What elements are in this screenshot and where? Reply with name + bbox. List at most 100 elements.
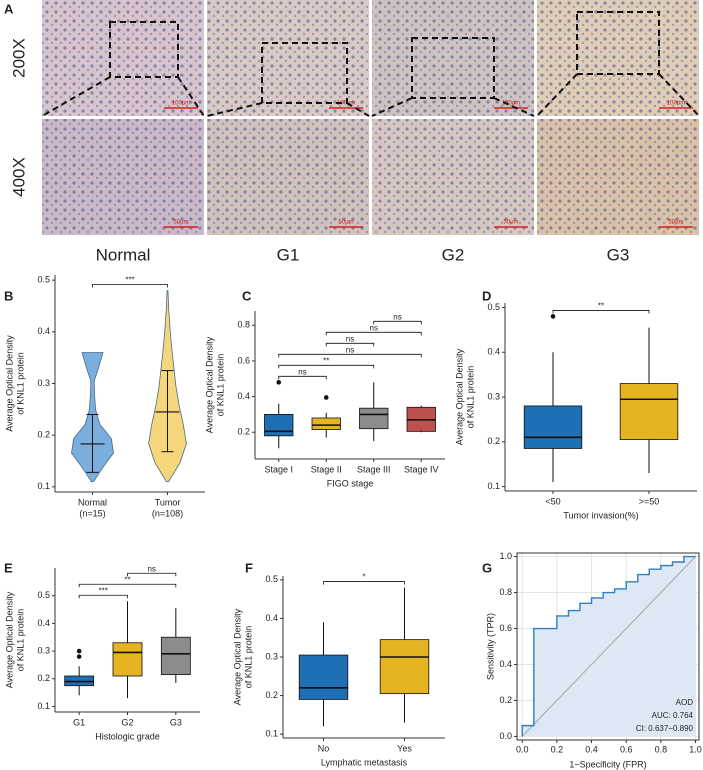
plot-frame: [516, 552, 700, 741]
micrograph-texture: [207, 0, 369, 116]
significance-bracket: [127, 572, 177, 577]
y-tick-label: 0.8: [237, 320, 250, 330]
outlier: [76, 648, 82, 654]
panel-label: A: [4, 1, 14, 16]
x-tick-count: (n=108): [152, 508, 183, 518]
y-tick-label: 0.2: [499, 695, 512, 705]
scale-bar-label: 100μm: [502, 101, 520, 107]
x-tick-label: G1: [73, 717, 85, 727]
group-label: G1: [277, 245, 300, 264]
x-axis-label: FIGO stage: [327, 478, 374, 488]
x-axis-label: Lymphatic metastasis: [321, 757, 408, 767]
zoom-line: [493, 97, 535, 117]
outlier: [276, 380, 282, 385]
box: [112, 642, 143, 677]
significance-bracket: [325, 342, 375, 347]
magnification-label: 200X: [9, 38, 28, 78]
x-tick-label: 0.6: [620, 744, 633, 754]
x-axis-label: Histologic grade: [95, 731, 160, 741]
y-tick-label: 0.1: [37, 701, 50, 711]
significance-bracket: [373, 320, 422, 325]
box: [264, 414, 294, 437]
scale-bar-label: 50μm: [668, 220, 683, 226]
x-tick-label: Tumor: [155, 497, 181, 507]
y-tick-label: 0.6: [237, 355, 250, 365]
y-axis-label: Sensitivity (TPR): [485, 613, 495, 680]
group-label: G3: [607, 245, 630, 264]
y-tick-label: 0.2: [237, 427, 250, 437]
zoom-line: [346, 102, 370, 117]
significance-label: ***: [125, 276, 134, 285]
y-tick-label: 0.2: [37, 430, 50, 440]
magnification-label: 400X: [9, 157, 28, 197]
y-axis-label: Average Optical Density: [232, 608, 242, 705]
micrograph-texture: [207, 119, 369, 235]
significance-label: **: [323, 356, 329, 365]
x-axis-label: 1−Specificity (FPR): [569, 759, 646, 769]
micrograph-texture: [372, 0, 534, 116]
x-tick-label: Yes: [397, 743, 412, 753]
y-tick-label: 0.1: [487, 481, 500, 491]
significance-label: ns: [346, 345, 354, 354]
significance-label: **: [124, 575, 130, 584]
x-tick-label: <50: [545, 496, 560, 506]
panel-label: B: [4, 288, 13, 303]
significance-label: ns: [346, 334, 354, 343]
y-axis-label: of KNL1 protein: [15, 609, 25, 672]
x-tick-label: 0.8: [655, 744, 668, 754]
y-tick-label: 0.3: [265, 651, 278, 661]
y-tick-label: 0.5: [37, 590, 50, 600]
box: [160, 636, 191, 676]
micrograph-texture: [372, 119, 534, 235]
micrograph-texture: [42, 119, 204, 235]
significance-bracket: [278, 364, 375, 369]
significance-bracket: [552, 310, 650, 314]
y-tick-label: 0.5: [37, 275, 50, 285]
significance-bracket: [78, 594, 128, 599]
x-tick-label: Stage I: [264, 464, 293, 474]
zoom-line: [177, 76, 205, 117]
zoom-box: [261, 42, 348, 104]
y-tick-label: 0.6: [499, 623, 512, 633]
x-tick-label: 0.0: [516, 744, 529, 754]
panel-label: D: [482, 288, 491, 303]
micrograph-texture: [42, 0, 204, 116]
y-tick-label: 0.2: [37, 673, 50, 683]
significance-label: ns: [370, 323, 378, 332]
y-tick-label: 0.8: [499, 587, 512, 597]
scale-bar-label: 50μm: [338, 220, 353, 226]
zoom-box: [109, 21, 179, 78]
significance-bracket: [92, 284, 168, 288]
panel-label: E: [4, 560, 13, 575]
x-tick-label: G2: [121, 717, 133, 727]
group-label: G2: [442, 245, 465, 264]
legend-text: AUC: 0.764: [652, 711, 694, 720]
significance-label: ns: [147, 564, 155, 573]
x-tick-label: >=50: [639, 496, 660, 506]
y-tick-label: 0.0: [499, 731, 512, 741]
y-tick-label: 0.2: [265, 690, 278, 700]
y-axis-label: Average Optical Density: [454, 348, 464, 445]
scale-bar-label: 50μm: [503, 220, 518, 226]
y-axis-label: of KNL1 protein: [243, 626, 253, 689]
x-axis-label: Tumor invasion(%): [563, 510, 638, 520]
reference-diagonal: [521, 556, 696, 737]
x-tick-label: Stage III: [357, 464, 391, 474]
scale-bar-label: 50μm: [173, 220, 188, 226]
scale-bar-label: 100μm: [172, 101, 190, 107]
y-tick-label: 0.4: [265, 613, 278, 623]
legend-text: AOD: [676, 698, 694, 707]
zoom-line: [41, 76, 111, 117]
y-tick-label: 1.0: [499, 551, 512, 561]
y-tick-label: 0.4: [237, 391, 250, 401]
box: [523, 405, 583, 449]
y-tick-label: 0.4: [37, 618, 50, 628]
legend-text: CI: 0.637−0.890: [636, 724, 694, 733]
y-tick-label: 0.2: [487, 436, 500, 446]
significance-label: ns: [298, 367, 306, 376]
panel-label: F: [245, 560, 253, 575]
outlier: [323, 395, 329, 400]
y-axis-label: of KNL1 protein: [215, 354, 225, 417]
x-tick-count: (n=15): [79, 508, 105, 518]
